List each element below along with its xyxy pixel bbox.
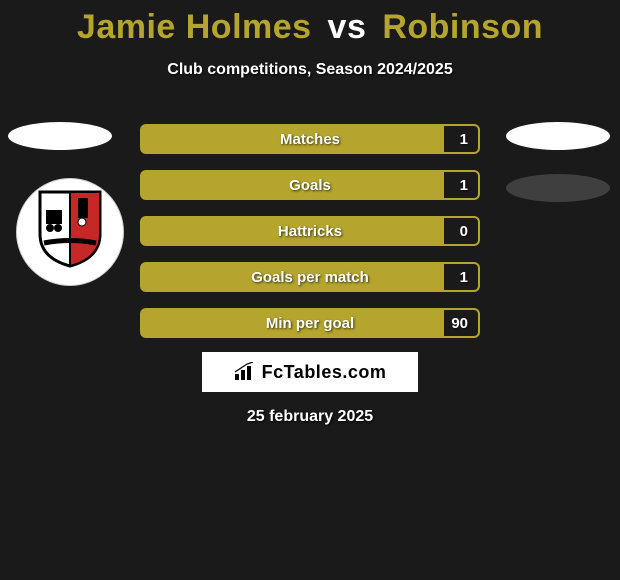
comparison-widget: Jamie Holmes vs Robinson Club competitio… [0,0,620,580]
player1-name: Jamie Holmes [77,8,312,46]
stat-value: 90 [451,310,468,336]
date-label: 25 february 2025 [0,408,620,426]
stat-label: Hattricks [142,218,478,244]
bar-chart-icon [234,362,256,382]
stat-label: Matches [142,126,478,152]
stat-label: Goals [142,172,478,198]
stat-row: Goals1 [140,170,480,200]
player2-name: Robinson [382,8,543,46]
stat-value: 1 [460,172,468,198]
stat-value: 1 [460,126,468,152]
vs-label: vs [328,8,367,46]
stat-value: 1 [460,264,468,290]
stat-row: Goals per match1 [140,262,480,292]
brand-text: FcTables.com [262,362,387,383]
club-badge [16,178,124,286]
brand-box[interactable]: FcTables.com [202,352,418,392]
stat-row: Min per goal90 [140,308,480,338]
stats-panel: Matches1Goals1Hattricks0Goals per match1… [140,124,480,354]
stat-value: 0 [460,218,468,244]
placeholder-oval-right-1 [506,122,610,150]
stat-row: Matches1 [140,124,480,154]
club-shield-icon [36,188,104,268]
stat-label: Min per goal [142,310,478,336]
page-title: Jamie Holmes vs Robinson [0,0,620,47]
stat-row: Hattricks0 [140,216,480,246]
placeholder-oval-left [8,122,112,150]
subtitle: Club competitions, Season 2024/2025 [0,61,620,79]
placeholder-oval-right-2 [506,174,610,202]
stat-label: Goals per match [142,264,478,290]
